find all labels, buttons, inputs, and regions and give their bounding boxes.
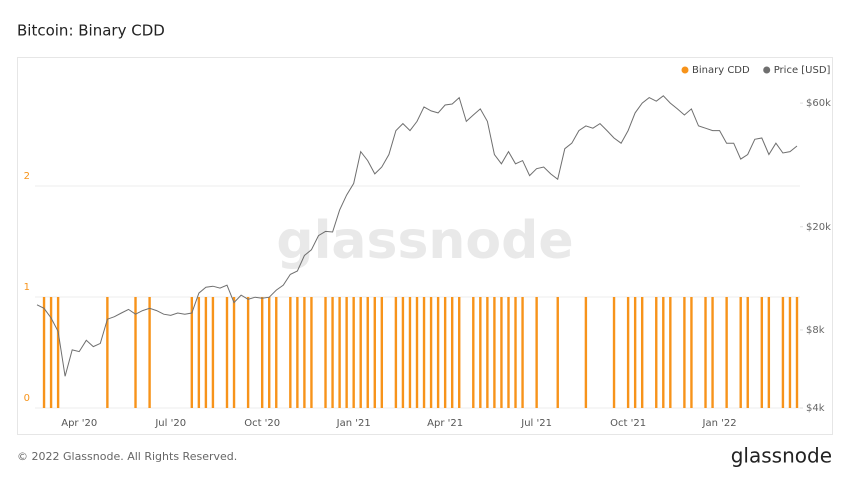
bar xyxy=(535,297,538,408)
bar xyxy=(289,297,292,408)
bar xyxy=(268,297,271,408)
bar xyxy=(514,297,517,408)
legend-marker xyxy=(681,66,689,74)
x-tick-label: Oct '21 xyxy=(610,418,646,429)
bar xyxy=(767,297,771,408)
bar xyxy=(422,297,426,408)
bar xyxy=(443,297,447,408)
bar xyxy=(275,297,278,408)
bar xyxy=(704,297,707,408)
bar xyxy=(746,297,749,408)
bar xyxy=(788,297,792,408)
bar xyxy=(486,297,489,408)
bar xyxy=(324,297,327,408)
x-tick-label: Apr '21 xyxy=(427,418,463,429)
bar xyxy=(303,297,306,408)
bar xyxy=(669,297,672,408)
bar xyxy=(310,297,313,408)
bar xyxy=(429,297,433,408)
logo: glassnode xyxy=(731,444,832,468)
bar xyxy=(197,297,201,408)
y2-tick-label: $60k xyxy=(806,98,831,109)
bar xyxy=(134,297,137,408)
bar xyxy=(655,297,658,408)
bar xyxy=(612,297,616,408)
bar xyxy=(781,297,785,408)
bar xyxy=(352,297,355,408)
bar xyxy=(493,297,496,408)
bar xyxy=(507,297,510,408)
bar xyxy=(626,297,630,408)
legend-label: Binary CDD xyxy=(692,65,750,76)
bar xyxy=(415,297,419,408)
bar xyxy=(232,297,236,408)
bar xyxy=(556,297,559,408)
bar xyxy=(190,297,194,408)
bar xyxy=(521,297,524,408)
bar xyxy=(211,297,215,408)
bar xyxy=(479,297,482,408)
y2-tick-label: $20k xyxy=(806,222,831,233)
bar xyxy=(795,297,799,408)
bar xyxy=(331,297,334,408)
bar xyxy=(246,297,250,408)
bar xyxy=(394,297,398,408)
bar xyxy=(345,297,348,408)
x-tick-label: Jan '22 xyxy=(702,418,737,429)
bar xyxy=(296,297,299,408)
x-tick-label: Jan '21 xyxy=(336,418,371,429)
bar xyxy=(739,297,742,408)
bar xyxy=(49,297,53,408)
bar xyxy=(458,297,461,408)
bar xyxy=(56,297,60,408)
bar xyxy=(662,297,665,408)
bar xyxy=(260,297,264,408)
bar xyxy=(225,297,229,408)
copyright: © 2022 Glassnode. All Rights Reserved. xyxy=(17,450,237,463)
x-tick-label: Oct '20 xyxy=(244,418,280,429)
bar xyxy=(373,297,376,408)
bar xyxy=(725,297,728,408)
bar xyxy=(408,297,412,408)
watermark: glassnode xyxy=(276,211,573,271)
bar xyxy=(760,297,764,408)
bar xyxy=(683,297,686,408)
bar xyxy=(359,297,362,408)
bar xyxy=(148,297,151,408)
y-tick-label: 2 xyxy=(24,171,30,182)
legend-label: Price [USD] xyxy=(774,65,831,76)
y2-tick-label: $4k xyxy=(806,403,825,414)
bar xyxy=(436,297,440,408)
price-line xyxy=(36,95,798,377)
bar xyxy=(472,297,475,408)
bar xyxy=(338,297,341,408)
bar xyxy=(640,297,644,408)
bar xyxy=(690,297,693,408)
bar xyxy=(584,297,588,408)
bar xyxy=(42,297,46,408)
bar xyxy=(204,297,208,408)
bar xyxy=(380,297,384,408)
y2-tick-label: $8k xyxy=(806,325,825,336)
chart-title: Bitcoin: Binary CDD xyxy=(17,22,165,40)
bar xyxy=(401,297,405,408)
bar xyxy=(633,297,637,408)
bar xyxy=(500,297,503,408)
y-tick-label: 0 xyxy=(24,393,30,404)
x-tick-label: Jul '20 xyxy=(154,418,186,429)
legend-marker xyxy=(763,66,771,74)
x-tick-label: Apr '20 xyxy=(61,418,97,429)
bar xyxy=(106,297,109,408)
x-tick-label: Jul '21 xyxy=(520,418,552,429)
bar xyxy=(711,297,714,408)
bar xyxy=(450,297,454,408)
bar xyxy=(366,297,369,408)
y-tick-label: 1 xyxy=(24,282,30,293)
